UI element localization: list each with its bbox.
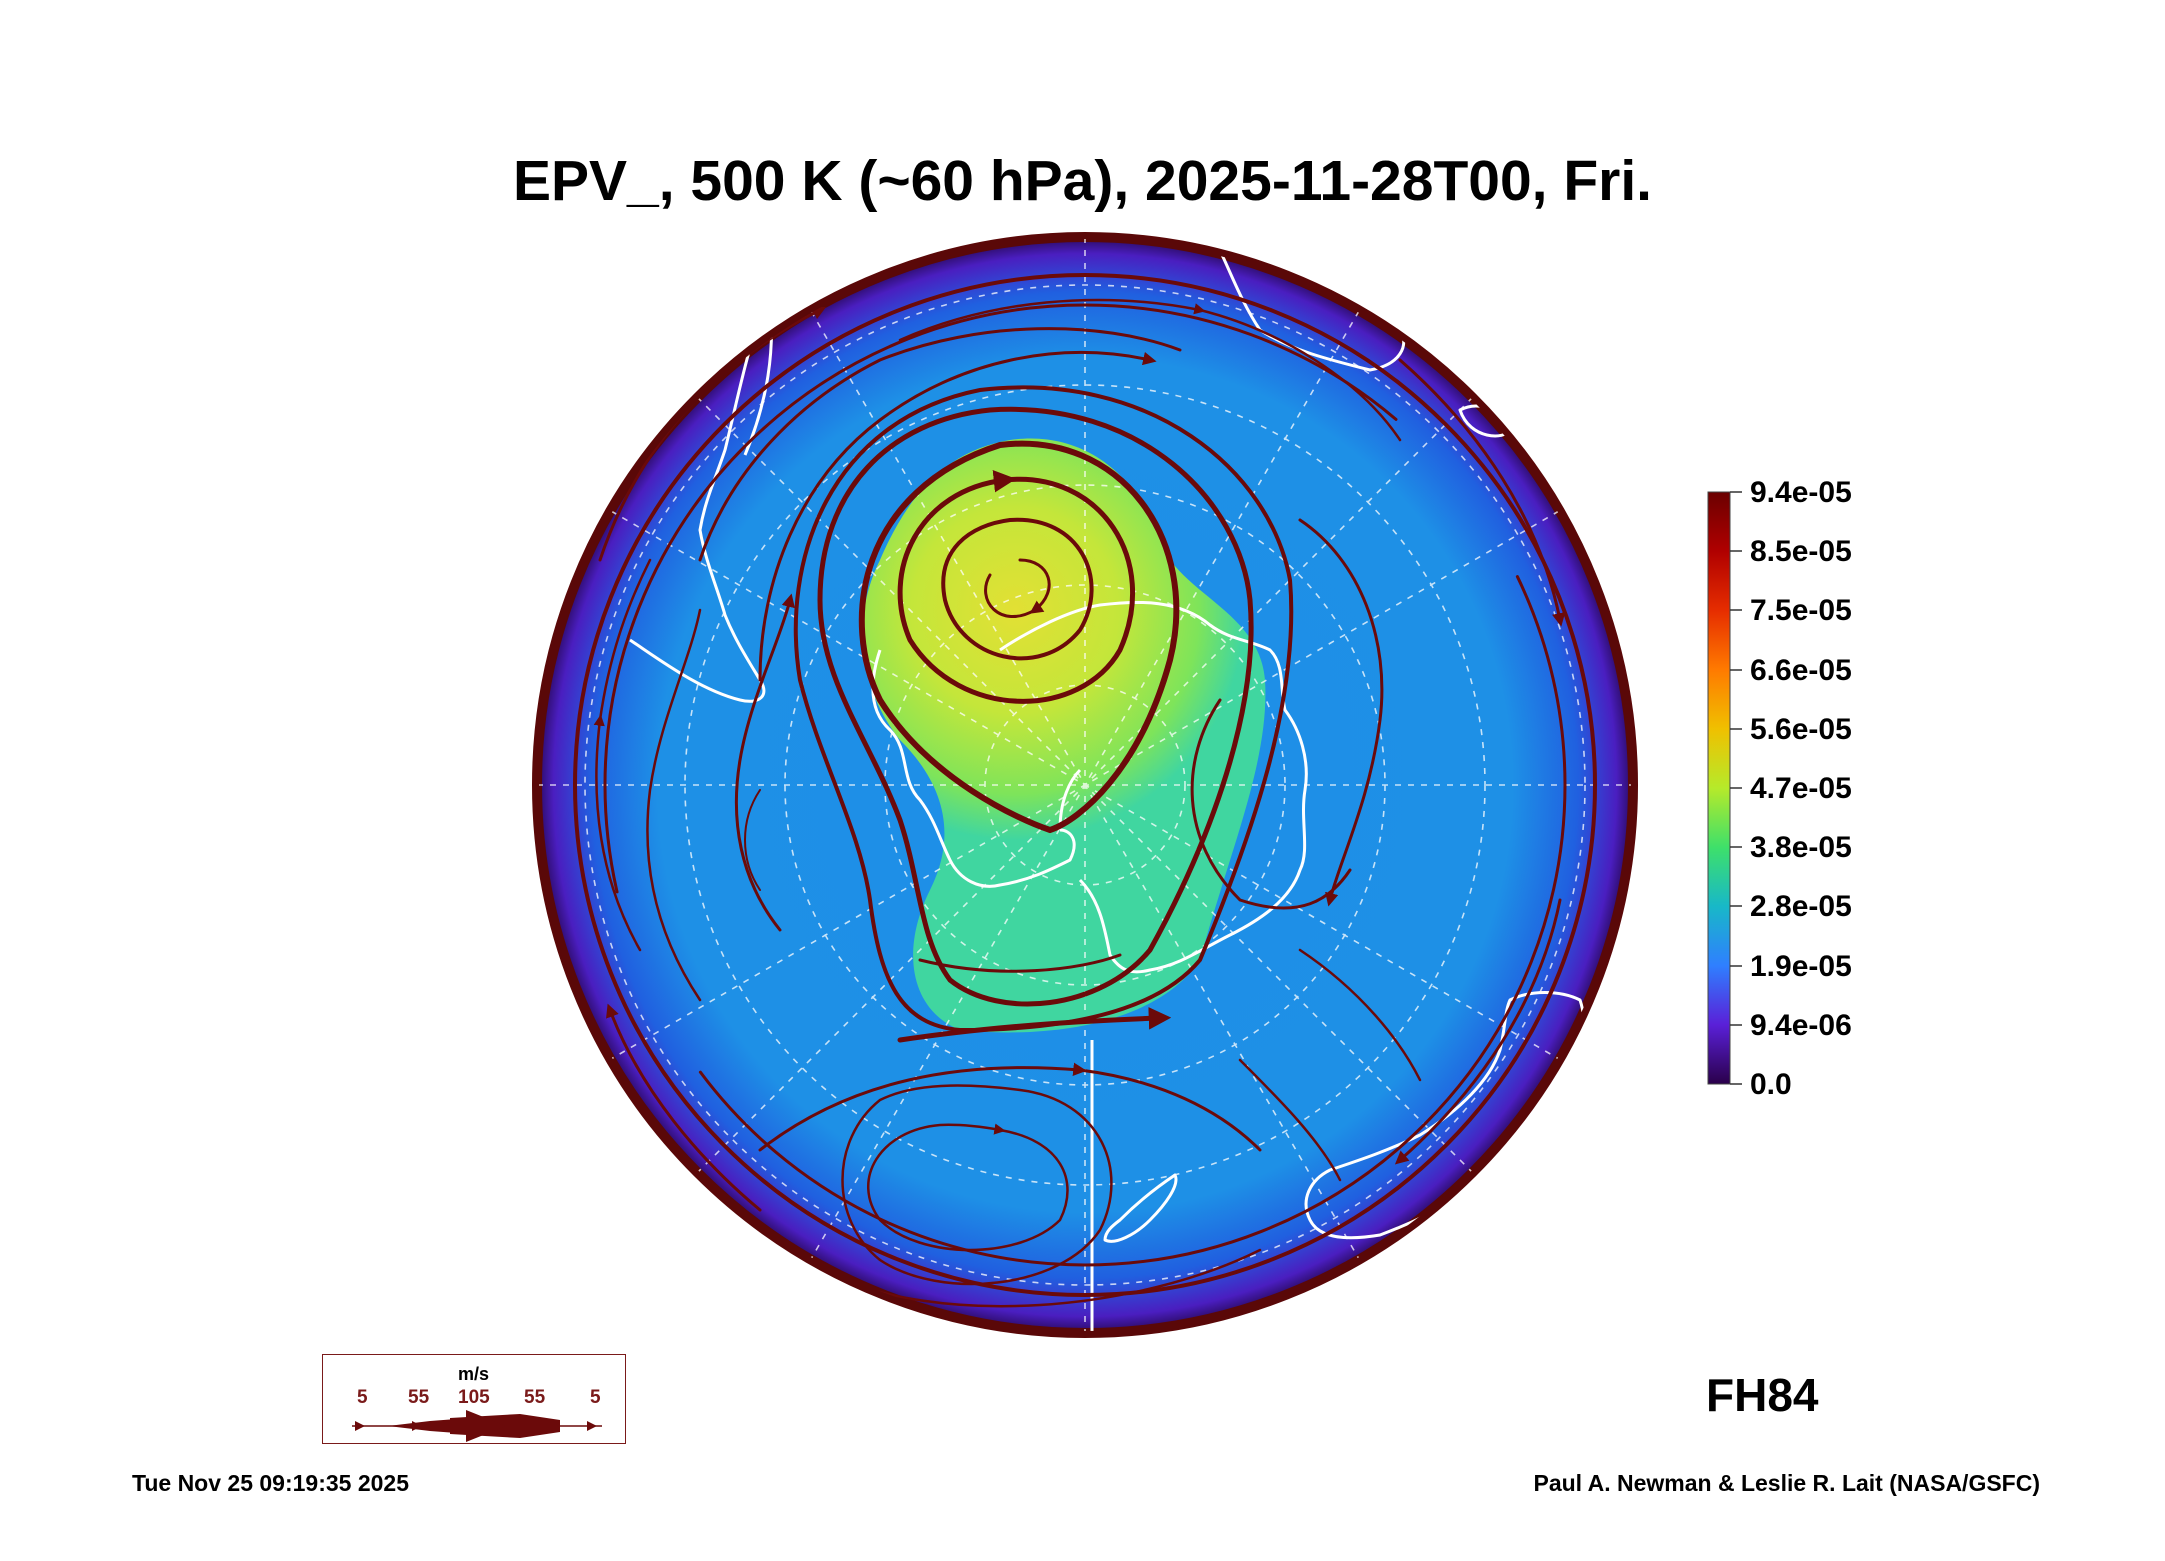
colorbar-label: 5.6e-05: [1750, 713, 1852, 746]
colorbar: [1707, 491, 1731, 1085]
colorbar-label: 7.5e-05: [1750, 594, 1852, 627]
forecast-hour: FH84: [1706, 1369, 1819, 1421]
wind-legend-speed: 55: [524, 1387, 546, 1408]
vortex-core: [862, 438, 1266, 1033]
wind-legend-speed: 5: [590, 1387, 601, 1408]
wind-legend-unit: m/s: [458, 1364, 490, 1384]
coastlines: [629, 239, 1586, 1243]
wind-legend-speed: 5: [357, 1387, 368, 1408]
colorbar-label: 4.7e-05: [1750, 772, 1852, 805]
colorbar-label: 9.4e-06: [1750, 1009, 1852, 1042]
timestamp: Tue Nov 25 09:19:35 2025: [132, 1470, 410, 1496]
colorbar-label: 1.9e-05: [1750, 950, 1852, 983]
colorbar-label: 9.4e-05: [1750, 476, 1852, 509]
wind-legend-arrow: [352, 1410, 602, 1442]
wind-legend-speed: 55: [408, 1387, 430, 1408]
streamlines: [573, 273, 1597, 1308]
colorbar-label: 6.6e-05: [1750, 654, 1852, 687]
wind-legend: [322, 1354, 626, 1444]
colorbar-label: 3.8e-05: [1750, 831, 1852, 864]
wind-legend-speed: 105: [458, 1387, 490, 1408]
colorbar-label: 0.0: [1750, 1068, 1792, 1101]
colorbar-label: 2.8e-05: [1750, 890, 1852, 923]
colorbar-label: 8.5e-05: [1750, 535, 1852, 568]
credit: Paul A. Newman & Leslie R. Lait (NASA/GS…: [1533, 1470, 2040, 1496]
page-title: EPV_, 500 K (~60 hPa), 2025-11-28T00, Fr…: [512, 149, 1653, 213]
